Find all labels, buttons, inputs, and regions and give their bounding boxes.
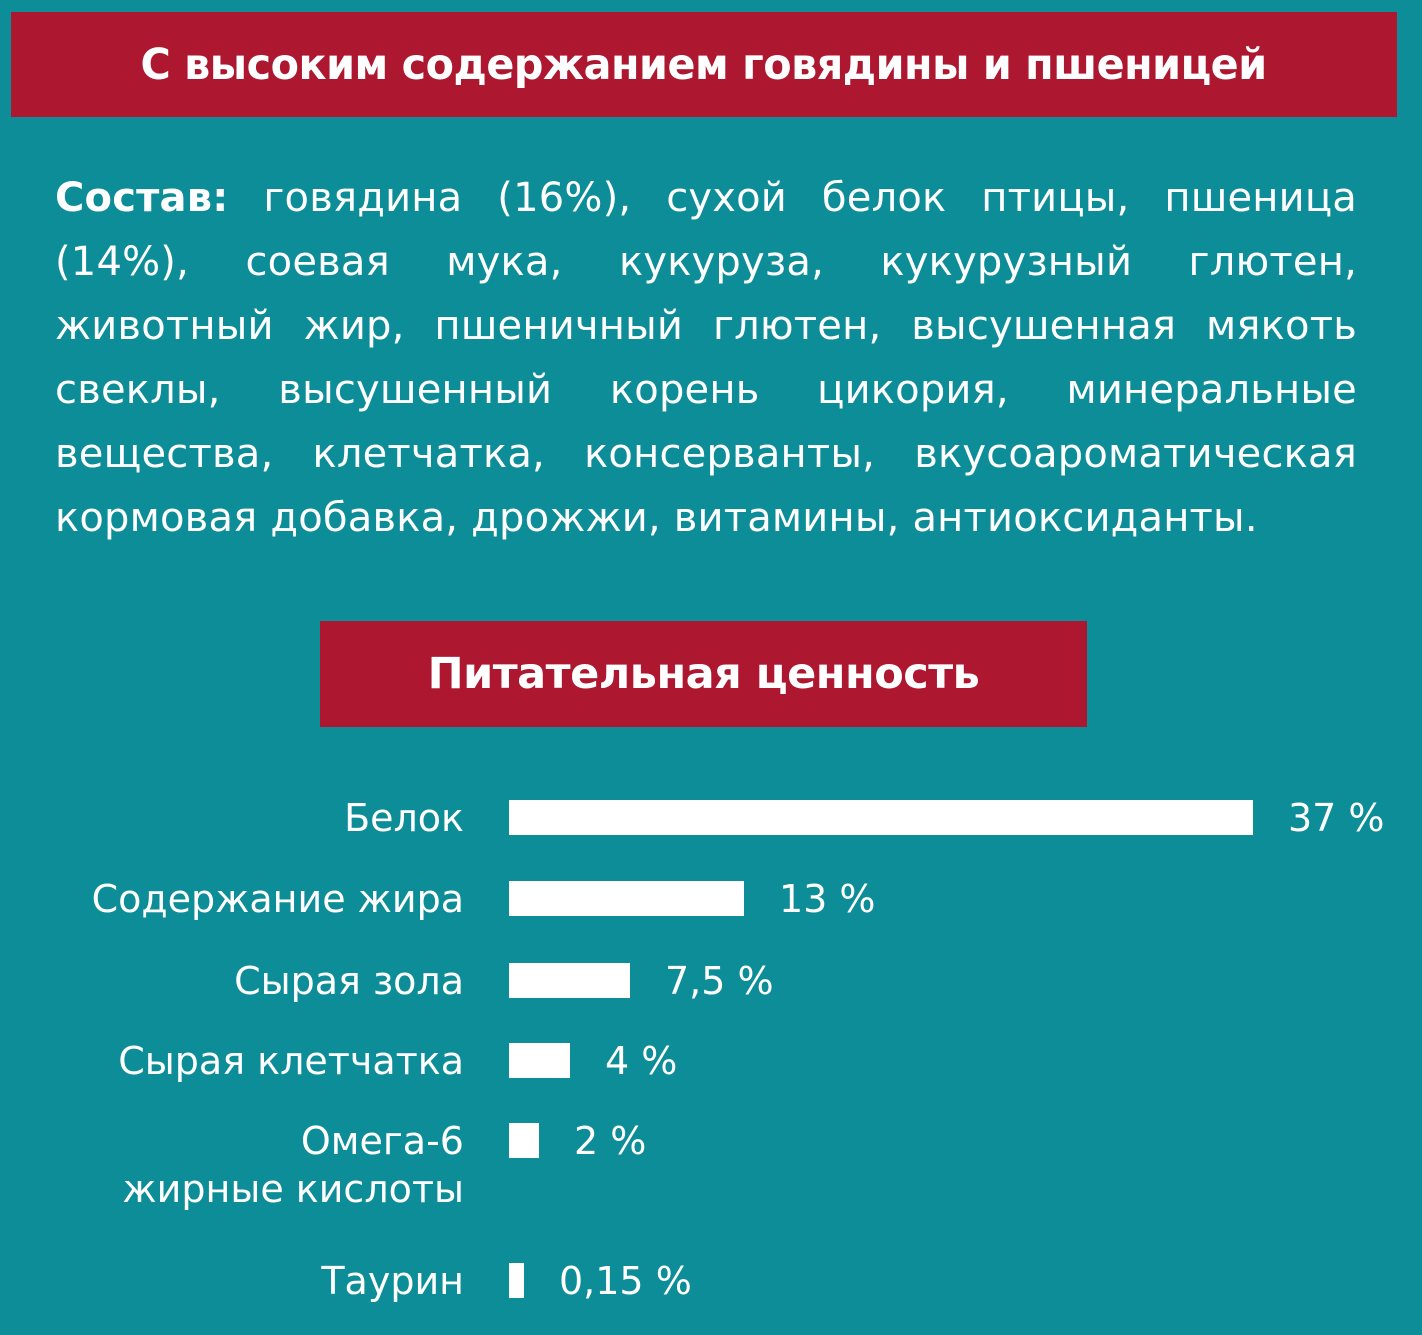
bar-label: Содержание жира (91, 877, 464, 921)
bar-label: Таурин (321, 1259, 464, 1303)
bar (509, 1043, 570, 1078)
nutrition-banner: Питательная ценность (320, 621, 1087, 727)
bar-value: 13 % (779, 877, 876, 921)
bar (509, 1123, 539, 1158)
bar-row-omega6: Омега-6 жирные кислоты 2 % (0, 1119, 1422, 1211)
bar-label: Белок (344, 796, 464, 840)
bar-label: Сырая зола (234, 959, 464, 1003)
bar-value: 7,5 % (665, 959, 774, 1003)
composition-lead: Состав: (55, 175, 229, 221)
bar-row-fat: Содержание жира 13 % (0, 877, 1422, 921)
bar-value: 0,15 % (559, 1259, 692, 1303)
composition-ingredients: говядина (16%), сухой белок птицы, пшени… (55, 175, 1357, 541)
bar (509, 800, 1253, 835)
composition-text: Состав: говядина (16%), сухой белок птиц… (55, 166, 1357, 550)
header-title: С высоким содержанием говядины и пшенице… (140, 39, 1268, 90)
bar-label: Сырая клетчатка (118, 1039, 464, 1083)
bar (509, 881, 744, 916)
bar-row-taurine: Таурин 0,15 % (0, 1259, 1422, 1303)
bar-value: 2 % (574, 1119, 647, 1163)
bar-label-line1: Омега-6 (300, 1119, 464, 1163)
header-banner: С высоким содержанием говядины и пшенице… (11, 12, 1397, 117)
bar (509, 963, 630, 998)
bar-row-ash: Сырая зола 7,5 % (0, 959, 1422, 1003)
bar (509, 1263, 524, 1298)
bar-value: 37 % (1288, 796, 1385, 840)
nutrition-title: Питательная ценность (427, 649, 980, 699)
bar-label-line2: жирные кислоты (122, 1167, 464, 1211)
bar-label: Омега-6 жирные кислоты (122, 1117, 464, 1213)
bar-row-protein: Белок 37 % (0, 796, 1422, 840)
bar-value: 4 % (605, 1039, 678, 1083)
bar-row-fiber: Сырая клетчатка 4 % (0, 1039, 1422, 1083)
